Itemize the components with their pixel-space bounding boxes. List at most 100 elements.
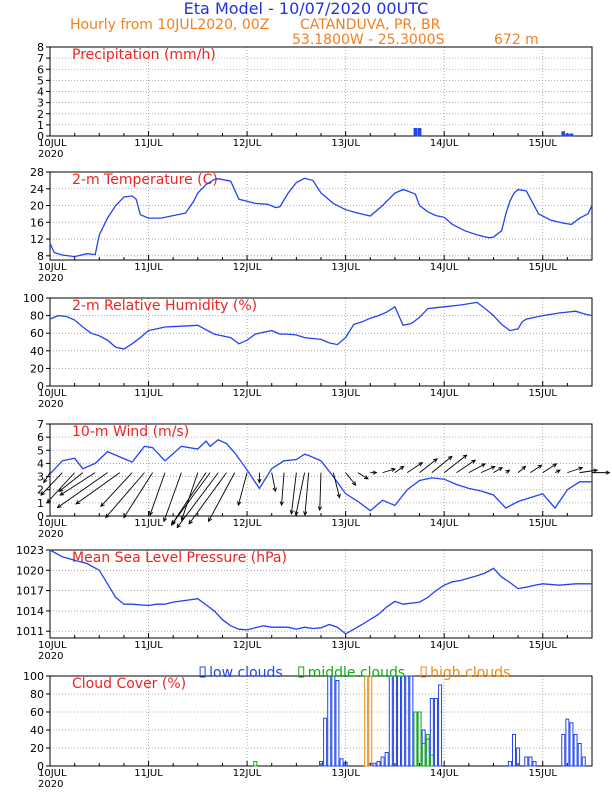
- cloud-bar-middle: [413, 711, 418, 767]
- y-tick-label: 7: [37, 52, 44, 65]
- cloud-bar-low: [380, 756, 385, 767]
- wind-arrow-shaft: [406, 462, 423, 474]
- y-tick-label: 3: [37, 471, 44, 484]
- wind-arrow-shaft: [357, 472, 369, 480]
- x-tick-label: 14JUL: [430, 388, 459, 399]
- legend-swatch: [420, 666, 427, 678]
- wind-arrow: [357, 472, 369, 480]
- x-tick-label: 13JUL: [331, 388, 360, 399]
- wind-arrow: [123, 472, 154, 519]
- wind-arrow: [43, 472, 51, 484]
- wind-arrow-shaft: [290, 472, 297, 514]
- x-tick-label: 14JUL: [430, 518, 459, 529]
- x-tick-label: 11JUL: [134, 262, 163, 273]
- y-tick-label: 1020: [16, 564, 44, 577]
- y-tick-label: 28: [30, 166, 44, 179]
- wind-arrow-head: [593, 468, 599, 473]
- wind-arrow-head: [170, 521, 176, 526]
- wind-arrow: [100, 472, 133, 508]
- y-tick-label: 6: [37, 431, 44, 444]
- x-tick-label: 15JUL: [528, 768, 557, 779]
- y-tick-label: 20: [30, 742, 44, 755]
- wind-arrow-shaft: [188, 472, 227, 525]
- wind-arrow-shaft: [176, 472, 219, 528]
- panel-2: 8 12 16 20 24 28 10JUL2020 11JUL 12JUL 13JUL 14JUL…: [30, 166, 593, 284]
- wind-arrow: [149, 472, 166, 517]
- wind-arrow-head: [605, 470, 611, 475]
- panel-title: 2-m Relative Humidity (%): [72, 298, 257, 314]
- wind-speed-line: [49, 439, 592, 512]
- wind-arrow-shaft: [493, 467, 503, 474]
- wind-arrow-head: [46, 498, 52, 504]
- cloud-bar-low: [392, 675, 397, 767]
- y-tick-label: 1: [37, 497, 44, 510]
- cloud-bar-low: [335, 680, 340, 767]
- y-tick-label: 80: [30, 688, 44, 701]
- x-tick-label: 14JUL: [430, 262, 459, 273]
- x-tick-label: 11JUL: [134, 640, 163, 651]
- legend-swatch: [298, 666, 305, 678]
- x-tick-year: 2020: [38, 651, 63, 662]
- panel-6: 0 20 40 60 80 100 10JUL2020 11JUL 12JUL 13JUL 14JU…: [23, 665, 593, 790]
- wind-arrow-head: [149, 511, 154, 517]
- y-tick-label: 4: [37, 457, 44, 470]
- y-tick-label: 20: [30, 200, 44, 213]
- y-tick-label: 60: [30, 706, 44, 719]
- y-tick-label: 4: [37, 86, 44, 99]
- wind-arrow-head: [56, 503, 62, 509]
- station-location: CATANDUVA, PR, BR: [300, 17, 441, 33]
- wind-arrow: [382, 467, 397, 474]
- x-tick-label: 10JUL: [38, 518, 67, 529]
- wind-arrow-head: [59, 491, 65, 496]
- wind-arrow: [431, 455, 453, 473]
- wind-arrow: [289, 472, 297, 515]
- panel-title: Cloud Cover (%): [72, 676, 186, 692]
- x-tick-year: 2020: [38, 273, 63, 284]
- cloud-bar-low: [331, 675, 336, 767]
- cloud-bar-low: [372, 762, 377, 767]
- y-tick-label: 8: [37, 41, 44, 54]
- x-tick-label: 12JUL: [233, 138, 262, 149]
- x-tick-label: 14JUL: [430, 640, 459, 651]
- wind-arrow-head: [552, 463, 558, 468]
- cloud-bar-low: [561, 734, 566, 767]
- x-tick-label: 12JUL: [233, 640, 262, 651]
- cloud-bar-low: [339, 758, 344, 767]
- wind-arrow-head: [498, 467, 504, 472]
- wind-arrow-shaft: [281, 472, 285, 506]
- y-tick-label: 2: [37, 108, 44, 121]
- wind-arrow: [188, 472, 227, 525]
- wind-arrow: [443, 454, 468, 473]
- wind-arrow: [505, 469, 511, 474]
- wind-arrow: [493, 467, 504, 474]
- wind-arrow-shaft: [163, 472, 182, 522]
- wind-arrow: [456, 459, 477, 474]
- wind-arrow-shaft: [59, 472, 96, 496]
- wind-arrow-head: [58, 487, 64, 492]
- station-elevation: 672 m: [494, 32, 539, 48]
- wind-arrow-head: [40, 491, 45, 496]
- x-tick-label: 12JUL: [233, 388, 262, 399]
- wind-arrow-shaft: [237, 472, 248, 506]
- series-line: [49, 177, 593, 258]
- precip-bar: [417, 127, 422, 137]
- wind-arrow-head: [490, 465, 496, 470]
- wind-arrow: [530, 464, 543, 474]
- x-tick-label: 14JUL: [430, 768, 459, 779]
- wind-arrow-shaft: [443, 454, 467, 473]
- panel-title: Mean Sea Level Pressure (hPa): [72, 550, 287, 566]
- wind-arrow: [345, 472, 357, 486]
- panel-5: 1011 1014 1017 1020 1023 10JUL2020 11JUL 12JUL 1…: [16, 544, 593, 662]
- wind-arrow-shaft: [517, 466, 526, 473]
- wind-arrow-head: [100, 502, 105, 508]
- cloud-bar-low: [376, 761, 381, 767]
- x-tick-year: 2020: [38, 779, 63, 790]
- precip-bar: [413, 127, 418, 137]
- wind-arrow-head: [363, 475, 369, 480]
- wind-arrow: [592, 470, 611, 475]
- x-tick-label: 10JUL: [38, 768, 67, 779]
- x-tick-year: 2020: [38, 149, 63, 160]
- wind-arrow-head: [289, 509, 294, 515]
- wind-arrow-head: [272, 487, 277, 493]
